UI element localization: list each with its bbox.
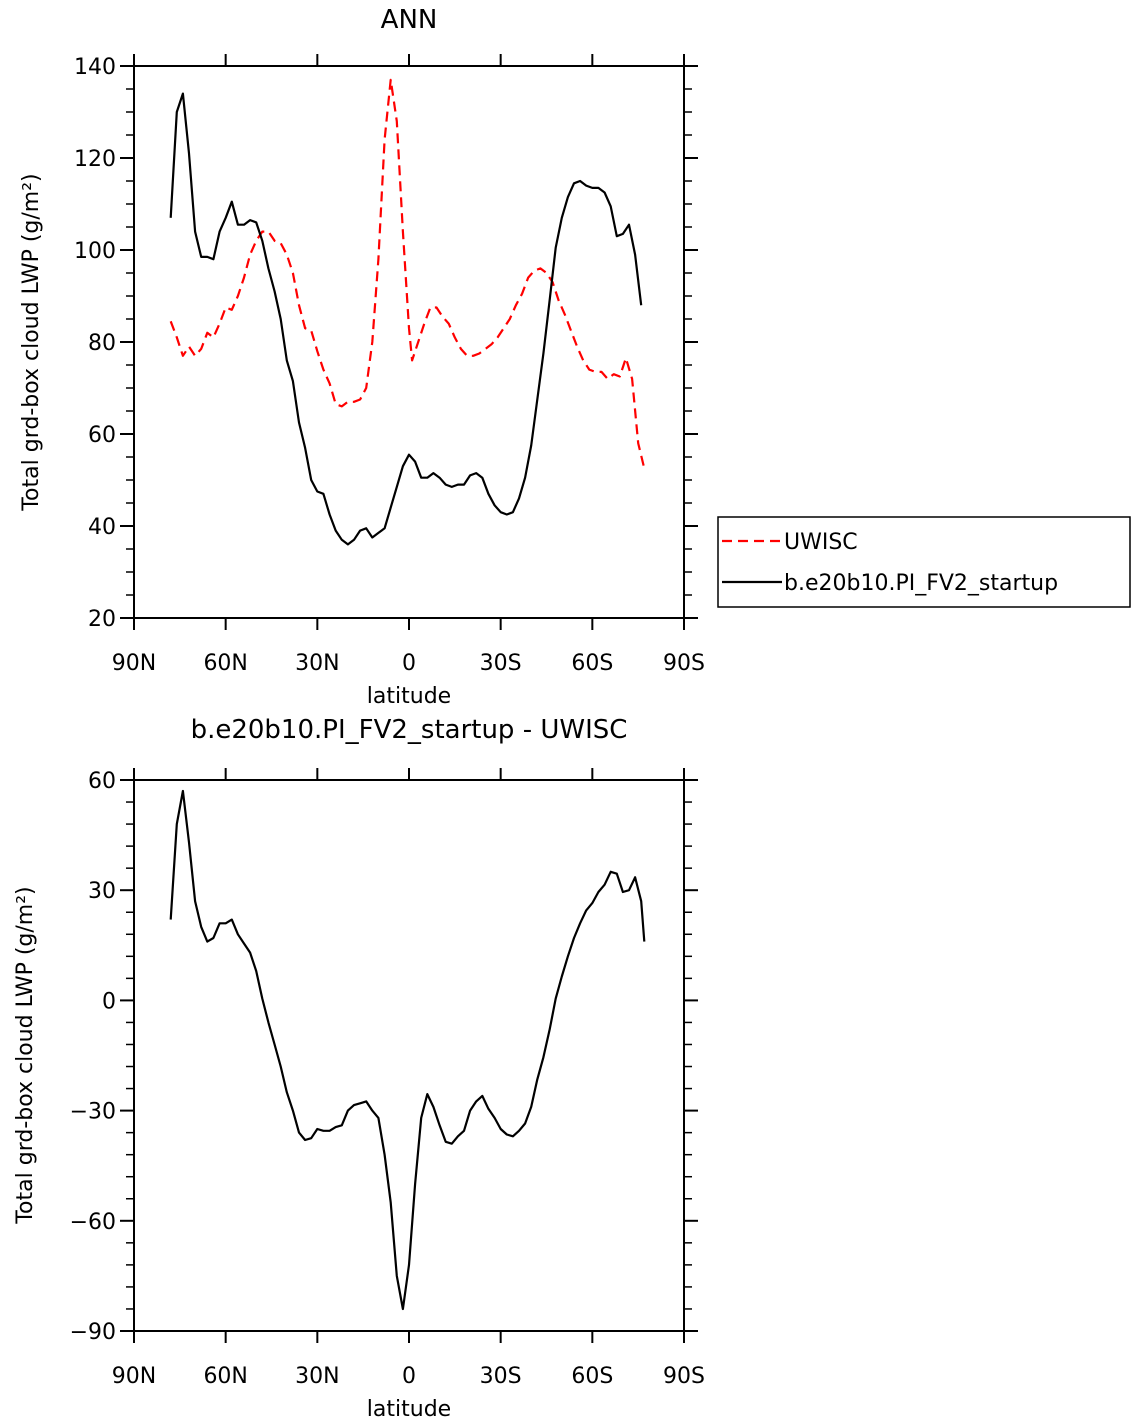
panel-1-xtick-label: 0: [402, 651, 416, 676]
panel-2-ytick-label: 0: [102, 989, 116, 1014]
panel-2-xtick-label: 60N: [203, 1364, 247, 1389]
panel-1-ytick-label: 100: [74, 239, 116, 264]
panel-difference: b.e20b10.PI_FV2_startup - UWISC −90 −60 −3…: [13, 715, 705, 1422]
panel-1-line-uwisc: [169, 78, 646, 469]
panel-1-title: ANN: [381, 5, 438, 35]
panel-1-ytick-label: 120: [74, 147, 116, 172]
panel-1-ytick-label: 40: [88, 515, 116, 540]
panel-2-frame: [133, 779, 685, 1332]
panel-ann: ANN 20 40 60 80 100 120 140 90N 60N 30N 0 30S 60S 90S…: [19, 5, 705, 709]
panel-2-ytick-label: −30: [70, 1100, 116, 1125]
panel-2-series: [169, 789, 646, 1311]
legend-box: [717, 516, 1131, 608]
panel-1-xtick-label: 60N: [203, 651, 247, 676]
panel-2-xtick-label: 0: [402, 1364, 416, 1389]
panel-1-x-axis-label: latitude: [367, 684, 451, 709]
panel-2-xtick-label: 90N: [112, 1364, 156, 1389]
panel-1-series: [169, 78, 646, 546]
panel-2-ytick-label: 60: [88, 769, 116, 794]
legend-label-uwisc: UWISC: [784, 530, 858, 555]
panel-1-line-b-e20b10-pi-fv2-startup: [169, 92, 643, 546]
panel-1-xtick-label: 30N: [295, 651, 339, 676]
panel-2-ytick-label: −90: [70, 1320, 116, 1345]
panel-1-frame: [133, 65, 685, 619]
legend-label-model: b.e20b10.PI_FV2_startup: [784, 571, 1058, 596]
panel-2-ytick-label: 30: [88, 879, 116, 904]
legend: UWISC b.e20b10.PI_FV2_startup: [717, 516, 1131, 608]
panel-2-xtick-label: 60S: [571, 1364, 613, 1389]
panel-1-ytick-label: 60: [88, 423, 116, 448]
panel-2-title: b.e20b10.PI_FV2_startup - UWISC: [191, 715, 628, 745]
panel-2-xtick-label: 30N: [295, 1364, 339, 1389]
panel-2-x-axis-label: latitude: [367, 1397, 451, 1422]
panel-1-xtick-label: 90N: [112, 651, 156, 676]
panel-1-ytick-label: 140: [74, 55, 116, 80]
panel-1-xtick-label: 90S: [663, 651, 705, 676]
panel-2-line-series-0: [169, 789, 646, 1311]
panel-1-ytick-label: 80: [88, 331, 116, 356]
panel-1-y-axis-label: Total grd-box cloud LWP (g/m²): [19, 173, 44, 511]
panel-1-xtick-label: 30S: [480, 651, 522, 676]
panel-2-ytick-label: −60: [70, 1210, 116, 1235]
panel-2-xtick-label: 90S: [663, 1364, 705, 1389]
panel-1-ytick-label: 20: [88, 607, 116, 632]
panel-1-xtick-label: 60S: [571, 651, 613, 676]
panel-2-ticks: −90 −60 −30 0 30 60 90N 60N 30N 0 30S 60S 90S: [70, 768, 705, 1389]
panel-2-y-axis-label: Total grd-box cloud LWP (g/m²): [13, 886, 38, 1224]
panel-2-xtick-label: 30S: [480, 1364, 522, 1389]
panel-1-ticks: 20 40 60 80 100 120 140 90N 60N 30N 0 30S 60S 90S: [74, 54, 705, 676]
